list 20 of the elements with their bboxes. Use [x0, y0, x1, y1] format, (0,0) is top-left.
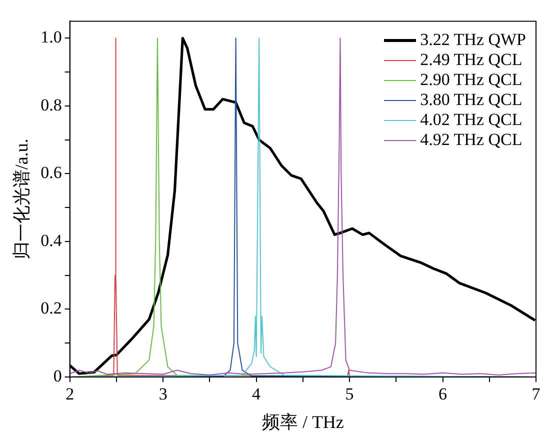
x-tick-label: 2 [66, 384, 74, 404]
x-tick-label: 6 [438, 384, 448, 404]
y-tick-label: 0.4 [40, 230, 62, 250]
y-tick-label: 0.8 [40, 95, 62, 114]
x-tick-label: 5 [345, 384, 354, 404]
y-tick-label: 0 [53, 366, 62, 386]
legend-label: 3.22 THz QWP [420, 30, 526, 50]
x-tick-label: 7 [532, 384, 541, 404]
x-tick-label: 4 [252, 384, 262, 404]
legend-label: 2.49 THz QCL [420, 50, 522, 70]
x-tick-label: 3 [158, 384, 168, 404]
legend-label: 3.80 THz QCL [420, 90, 522, 110]
y-axis-title: 归一化光谱/a.u. [12, 138, 32, 260]
legend-label: 4.92 THz QCL [420, 130, 522, 150]
legend-label: 2.90 THz QCL [420, 70, 522, 90]
y-tick-label: 0.6 [40, 163, 62, 182]
legend-label: 4.02 THz QCL [420, 110, 522, 130]
x-axis-title: 频率 / THz [262, 412, 344, 432]
y-tick-label: 0.2 [40, 298, 62, 318]
y-tick-label: 1.0 [40, 28, 62, 47]
